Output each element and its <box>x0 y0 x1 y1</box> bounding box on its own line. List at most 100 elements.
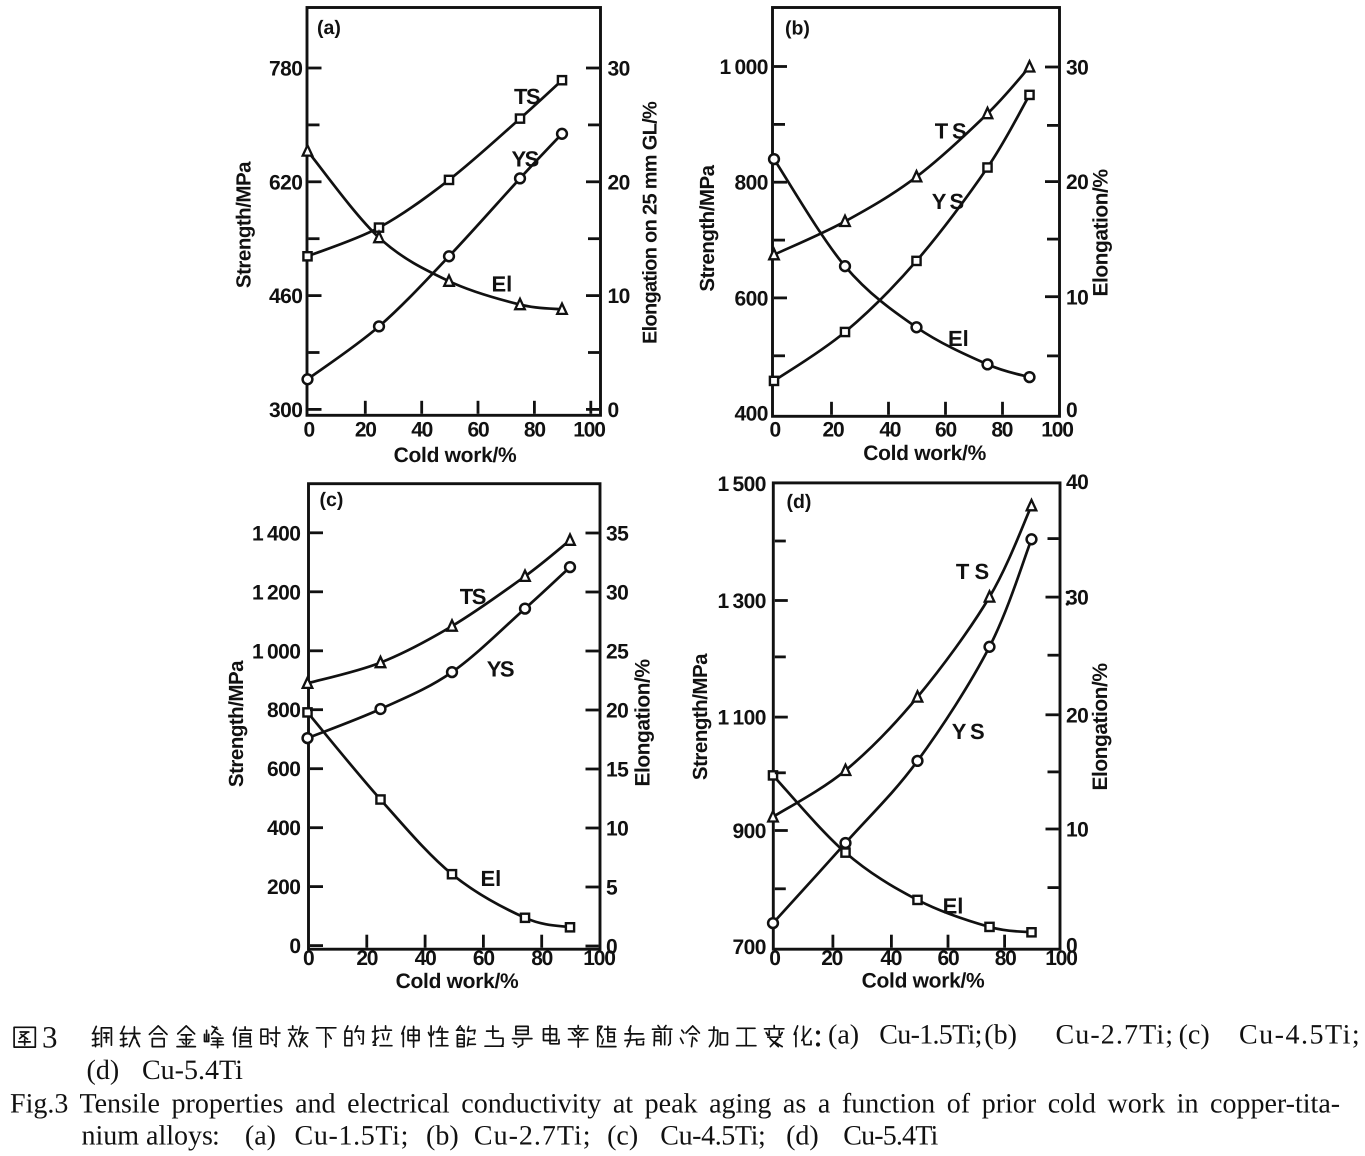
svg-text:(a): (a) <box>828 1020 859 1051</box>
svg-text:YS: YS <box>487 657 514 682</box>
svg-text:300: 300 <box>269 399 303 422</box>
svg-text:30: 30 <box>1066 57 1088 80</box>
svg-text:Strength/MPa: Strength/MPa <box>696 164 719 291</box>
svg-text:800: 800 <box>734 172 768 195</box>
svg-text:40: 40 <box>415 947 436 970</box>
svg-text:20: 20 <box>355 419 376 442</box>
svg-text:20: 20 <box>608 171 630 194</box>
svg-text:Strength/MPa: Strength/MPa <box>233 161 256 288</box>
svg-text:400: 400 <box>267 817 301 840</box>
svg-text:(a): (a) <box>245 1121 276 1152</box>
svg-text:600: 600 <box>734 287 768 310</box>
svg-text:TS: TS <box>460 584 486 609</box>
svg-text:460: 460 <box>269 285 303 308</box>
svg-text:Elongation on 25 mm GL/%: Elongation on 25 mm GL/% <box>640 101 662 344</box>
svg-text:Elongation/%: Elongation/% <box>632 659 655 787</box>
svg-text:(c): (c) <box>320 489 344 511</box>
svg-text:1 000: 1 000 <box>719 56 768 79</box>
svg-text:1 400: 1 400 <box>252 522 301 545</box>
svg-text:60: 60 <box>935 419 956 442</box>
svg-text:0: 0 <box>1066 399 1077 422</box>
svg-text:10: 10 <box>608 285 630 308</box>
svg-text:30: 30 <box>606 582 628 605</box>
svg-text:0: 0 <box>1066 934 1077 957</box>
svg-text:1 200: 1 200 <box>252 581 301 604</box>
svg-text:(a): (a) <box>317 17 341 39</box>
svg-text:400: 400 <box>734 403 768 426</box>
svg-text:nium alloys: nium alloys <box>82 1121 213 1152</box>
svg-text:80: 80 <box>991 419 1012 442</box>
svg-text:100: 100 <box>1045 947 1077 970</box>
svg-text:Cu-2.7Ti;: Cu-2.7Ti; <box>474 1121 592 1152</box>
svg-text:3: 3 <box>42 1020 58 1055</box>
svg-text:Cold work/%: Cold work/% <box>394 444 517 467</box>
svg-text:Cu-4.5Ti;: Cu-4.5Ti; <box>660 1121 765 1152</box>
svg-text:Elongation/%: Elongation/% <box>1090 169 1113 297</box>
svg-text:800: 800 <box>267 699 301 722</box>
svg-text:0: 0 <box>289 935 300 958</box>
svg-text:Cu-1.5Ti;: Cu-1.5Ti; <box>295 1121 410 1152</box>
svg-text:TS: TS <box>514 84 540 109</box>
svg-text:T: T <box>956 559 970 584</box>
svg-text:1 300: 1 300 <box>717 590 766 613</box>
svg-text:El: El <box>948 326 969 351</box>
svg-text:30: 30 <box>608 58 630 81</box>
svg-text:900: 900 <box>732 820 766 843</box>
svg-text:20: 20 <box>356 947 377 970</box>
svg-text:60: 60 <box>938 947 959 970</box>
svg-text:Cold work/%: Cold work/% <box>862 970 985 993</box>
svg-text:0: 0 <box>608 399 619 422</box>
svg-text:15: 15 <box>606 759 629 782</box>
svg-text:40: 40 <box>880 947 901 970</box>
svg-text:10: 10 <box>1066 819 1088 842</box>
svg-text:El: El <box>481 866 502 891</box>
svg-text:40: 40 <box>1066 471 1088 494</box>
svg-text:S: S <box>970 719 985 744</box>
svg-text:(b): (b) <box>426 1121 459 1152</box>
svg-text:5: 5 <box>606 877 618 900</box>
svg-text:700: 700 <box>732 936 766 959</box>
svg-text:80: 80 <box>524 419 545 442</box>
svg-text:1 000: 1 000 <box>252 640 301 663</box>
svg-text:Cold work/%: Cold work/% <box>396 970 519 993</box>
svg-text:(b): (b) <box>785 18 810 40</box>
svg-text:0: 0 <box>304 419 315 442</box>
svg-text:0: 0 <box>769 947 780 970</box>
svg-text:T: T <box>935 119 949 144</box>
svg-text:Cu-5.4Ti: Cu-5.4Ti <box>843 1121 938 1152</box>
svg-text:Cu-1.5Ti;: Cu-1.5Ti; <box>879 1020 981 1051</box>
svg-text:S: S <box>952 119 967 144</box>
svg-text:100: 100 <box>573 419 605 442</box>
svg-text:20: 20 <box>606 700 628 723</box>
svg-text:20: 20 <box>1066 704 1088 727</box>
svg-text:Cu-5.4Ti: Cu-5.4Ti <box>142 1055 243 1086</box>
svg-text:Cold work/%: Cold work/% <box>863 442 986 465</box>
svg-text:60: 60 <box>468 419 489 442</box>
svg-text:1 500: 1 500 <box>717 473 766 496</box>
svg-text:Fig.3 Tensile properties and e: Fig.3 Tensile properties and electrical … <box>10 1089 1340 1120</box>
svg-text:620: 620 <box>269 171 303 194</box>
svg-text:Y: Y <box>932 189 947 214</box>
svg-text:780: 780 <box>269 58 303 81</box>
svg-text:0: 0 <box>303 947 314 970</box>
svg-text:Cu-2.7Ti;: Cu-2.7Ti; <box>1056 1020 1175 1051</box>
svg-text:600: 600 <box>267 758 301 781</box>
svg-text:40: 40 <box>879 419 900 442</box>
svg-text:20: 20 <box>1066 171 1088 194</box>
svg-text:1 100: 1 100 <box>717 707 766 730</box>
svg-text:Strength/MPa: Strength/MPa <box>225 660 248 787</box>
svg-text:35: 35 <box>606 523 629 546</box>
svg-text:10: 10 <box>1066 286 1088 309</box>
svg-text:100: 100 <box>1041 419 1073 442</box>
svg-text:YS: YS <box>512 147 539 172</box>
svg-text:0: 0 <box>770 419 781 442</box>
svg-text:10: 10 <box>606 818 628 841</box>
svg-text:(d): (d) <box>786 1121 819 1152</box>
svg-text:(d): (d) <box>787 491 812 513</box>
svg-text:0: 0 <box>606 936 617 959</box>
svg-text:Y: Y <box>952 719 967 744</box>
svg-text:Cu-4.5Ti;: Cu-4.5Ti; <box>1239 1020 1361 1051</box>
svg-text:El: El <box>943 894 964 919</box>
svg-text:40: 40 <box>411 419 432 442</box>
svg-text:200: 200 <box>267 876 301 899</box>
